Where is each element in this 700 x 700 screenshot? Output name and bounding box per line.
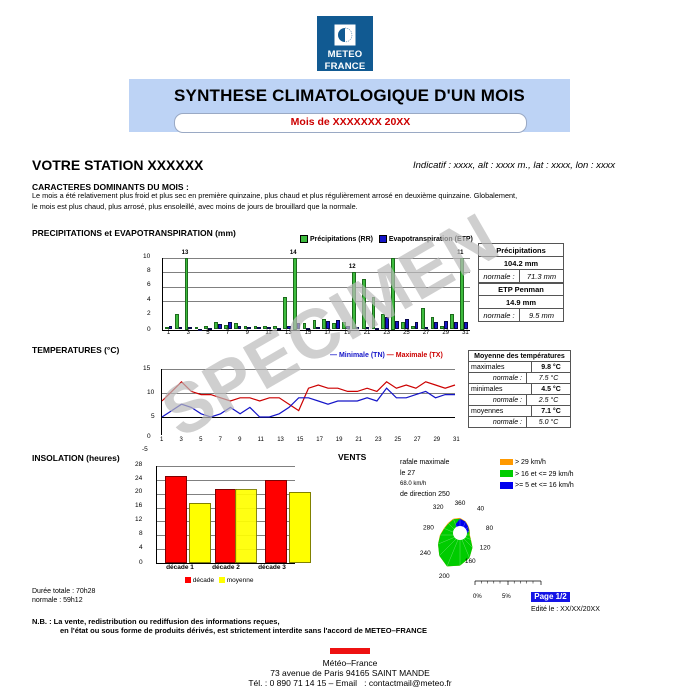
svg-text:320: 320 xyxy=(433,504,444,511)
svg-text:160: 160 xyxy=(465,558,476,565)
svg-text:200: 200 xyxy=(439,573,450,580)
svg-text:240: 240 xyxy=(420,550,431,557)
svg-text:40: 40 xyxy=(477,505,485,512)
svg-text:280: 280 xyxy=(423,524,434,531)
svg-text:80: 80 xyxy=(486,525,494,532)
svg-text:120: 120 xyxy=(480,545,491,552)
svg-text:360: 360 xyxy=(455,500,466,507)
